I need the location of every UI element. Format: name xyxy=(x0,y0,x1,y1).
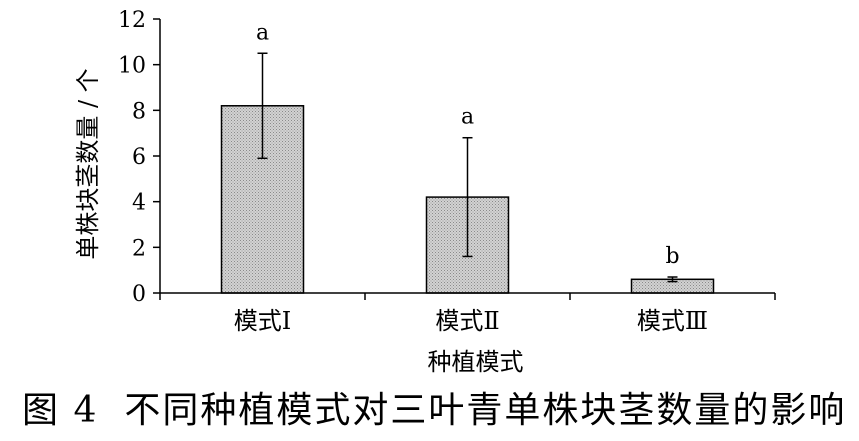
y-tick-label: 8 xyxy=(132,99,146,124)
significance-letter: a xyxy=(461,105,474,130)
category-label: 模式Ⅰ xyxy=(234,307,291,335)
error-bar xyxy=(257,52,268,160)
caption-number: 图 4 xyxy=(22,390,99,431)
category-labels: 模式Ⅰ 模式Ⅱ 模式Ⅲ xyxy=(234,307,708,335)
y-tick-label: 10 xyxy=(118,54,146,79)
y-tick-label: 2 xyxy=(132,236,146,261)
caption-text: 不同种植模式对三叶青单株块茎数量的影响 xyxy=(124,390,847,431)
error-bar xyxy=(667,276,678,283)
y-tick-label: 0 xyxy=(132,282,146,307)
category-label: 模式Ⅲ xyxy=(637,307,708,335)
y-tick-label: 12 xyxy=(118,8,146,33)
bar-chart: 0 2 4 6 8 10 12 a a b 模式Ⅰ 模式Ⅱ 模式Ⅲ 种植模式 单株块茎数量 / 个 xyxy=(74,8,776,376)
y-tick-label: 6 xyxy=(132,145,146,170)
y-axis-title: 单株块茎数量 / 个 xyxy=(74,68,102,259)
significance-letter: b xyxy=(665,244,679,269)
significance-letter: a xyxy=(256,20,269,45)
y-axis-ticks: 0 2 4 6 8 10 12 xyxy=(118,8,160,307)
x-axis-ticks xyxy=(159,293,776,300)
figure-caption: 图 4 不同种植模式对三叶青单株块茎数量的影响 xyxy=(0,384,859,438)
category-label: 模式Ⅱ xyxy=(435,307,499,335)
x-axis-title: 种植模式 xyxy=(428,348,524,376)
error-bars xyxy=(257,52,678,283)
y-tick-label: 4 xyxy=(132,191,146,216)
significance-labels: a a b xyxy=(256,20,680,269)
error-bar xyxy=(462,136,473,258)
